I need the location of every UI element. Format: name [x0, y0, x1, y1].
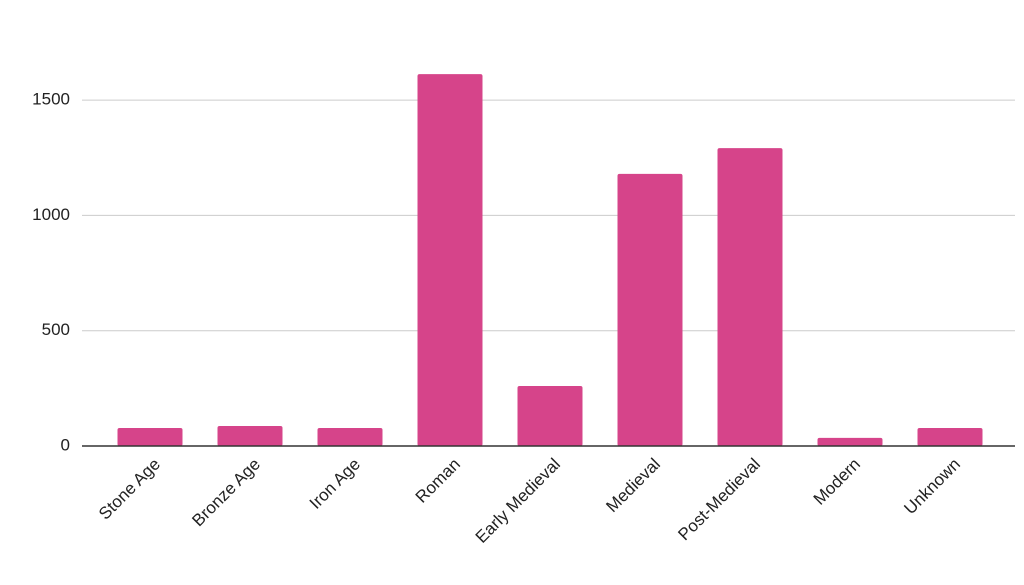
bar: [817, 437, 883, 446]
bar: [917, 428, 983, 446]
bar: [417, 74, 483, 446]
bar: [717, 148, 783, 446]
y-tick-label: 1000: [32, 205, 70, 224]
y-tick-label: 500: [42, 320, 70, 339]
x-tick-label: Early Medieval: [472, 455, 564, 547]
bar: [217, 425, 283, 446]
x-tick-label: Medieval: [602, 455, 664, 517]
bar: [117, 428, 183, 446]
y-tick-label: 1500: [32, 90, 70, 109]
x-tick-label: Iron Age: [306, 455, 364, 513]
x-tick-label: Modern: [810, 455, 864, 509]
y-tick-label: 0: [61, 435, 70, 454]
x-tick-label: Post-Medieval: [674, 455, 764, 545]
bar: [317, 428, 383, 446]
bar: [517, 386, 583, 446]
x-tick-label: Roman: [412, 455, 464, 507]
x-tick-label: Stone Age: [95, 455, 164, 524]
x-tick-label: Unknown: [900, 455, 964, 519]
x-tick-label: Bronze Age: [188, 455, 264, 531]
bar: [617, 173, 683, 446]
